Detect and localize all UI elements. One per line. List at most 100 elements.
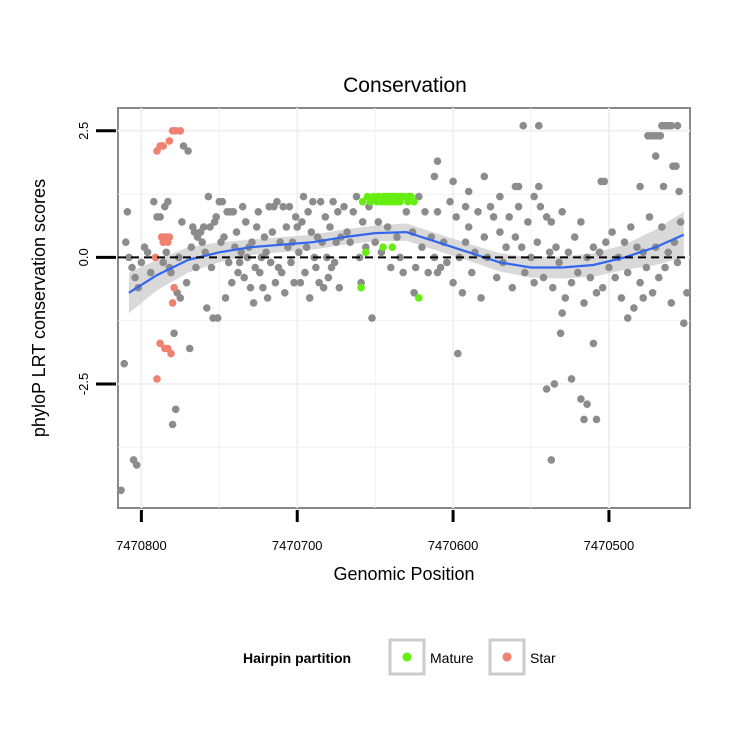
data-point-other bbox=[335, 283, 344, 292]
data-point-other bbox=[620, 238, 629, 246]
x-axis: 7470800 7470700 7470600 7470500 bbox=[116, 510, 634, 553]
data-point-other bbox=[175, 253, 183, 262]
data-point-other bbox=[185, 344, 194, 353]
data-point-other bbox=[651, 152, 660, 160]
data-point-other bbox=[281, 289, 289, 297]
x-tick-label: 7470700 bbox=[272, 538, 323, 553]
data-point-star bbox=[168, 127, 177, 135]
data-point-other bbox=[330, 258, 339, 267]
data-point-other bbox=[524, 218, 532, 226]
data-point-other bbox=[433, 157, 442, 165]
points-star-layer bbox=[151, 127, 185, 383]
data-point-other bbox=[558, 208, 566, 216]
data-point-other bbox=[290, 278, 298, 287]
data-point-other bbox=[556, 329, 565, 338]
data-point-other bbox=[240, 273, 248, 282]
data-point-other bbox=[254, 208, 263, 216]
data-point-other bbox=[296, 278, 305, 287]
data-point-other bbox=[146, 268, 155, 277]
data-point-other bbox=[589, 243, 598, 251]
data-point-other bbox=[639, 294, 647, 302]
plot-panel bbox=[117, 107, 691, 509]
data-point-other bbox=[262, 248, 270, 257]
data-point-other bbox=[645, 213, 654, 221]
data-point-other bbox=[123, 208, 132, 216]
data-point-other bbox=[259, 283, 267, 292]
data-point-other bbox=[539, 273, 548, 282]
data-point-other bbox=[458, 289, 467, 297]
data-point-other bbox=[293, 223, 302, 231]
data-point-other bbox=[672, 162, 680, 170]
data-point-other bbox=[302, 243, 311, 251]
data-point-mature bbox=[357, 283, 365, 292]
data-point-other bbox=[461, 202, 470, 211]
data-point-other bbox=[486, 202, 495, 211]
data-point-other bbox=[508, 283, 517, 292]
data-point-other bbox=[117, 486, 125, 495]
data-point-other bbox=[415, 192, 423, 201]
data-point-other bbox=[550, 380, 559, 388]
data-point-other bbox=[586, 273, 595, 282]
legend: Hairpin partition Mature Star bbox=[243, 638, 556, 676]
data-point-other bbox=[673, 121, 682, 130]
data-point-other bbox=[298, 218, 306, 226]
data-point-other bbox=[474, 208, 482, 216]
data-point-other bbox=[608, 228, 616, 236]
data-point-other bbox=[159, 258, 167, 267]
data-point-other bbox=[374, 218, 383, 226]
data-point-other bbox=[156, 213, 164, 221]
legend-label-star: Star bbox=[530, 650, 556, 666]
data-point-other bbox=[207, 263, 216, 272]
data-point-other bbox=[583, 400, 591, 409]
data-point-other bbox=[305, 294, 314, 302]
data-point-other bbox=[496, 228, 504, 236]
data-point-other bbox=[368, 314, 376, 322]
data-point-other bbox=[273, 197, 281, 206]
data-point-other bbox=[633, 243, 641, 251]
data-point-other bbox=[530, 192, 538, 201]
data-point-other bbox=[545, 248, 554, 257]
data-point-other bbox=[334, 208, 342, 216]
data-point-other bbox=[567, 278, 576, 287]
data-point-star bbox=[153, 147, 161, 155]
data-point-other bbox=[304, 208, 312, 216]
data-point-other bbox=[623, 314, 632, 322]
data-point-other bbox=[611, 273, 619, 282]
data-point-other bbox=[511, 233, 520, 241]
data-point-other bbox=[313, 233, 322, 241]
data-point-other bbox=[285, 202, 294, 211]
data-point-other bbox=[580, 415, 588, 424]
data-point-other bbox=[468, 268, 476, 277]
data-point-mature bbox=[362, 248, 370, 257]
y-axis-label: phyloP LRT conservation scores bbox=[29, 179, 49, 437]
data-point-star bbox=[176, 127, 185, 135]
data-point-other bbox=[589, 339, 598, 348]
data-point-other bbox=[316, 197, 325, 206]
data-point-other bbox=[536, 202, 545, 211]
data-point-other bbox=[198, 238, 206, 246]
data-point-other bbox=[433, 208, 442, 216]
data-point-other bbox=[221, 294, 230, 302]
data-point-other bbox=[326, 223, 334, 231]
data-point-other bbox=[187, 243, 196, 251]
data-point-other bbox=[492, 273, 501, 282]
data-point-mature bbox=[415, 294, 423, 302]
data-point-other bbox=[371, 238, 380, 246]
data-point-other bbox=[574, 268, 582, 277]
y-tick-label: -2.5 bbox=[76, 373, 91, 395]
data-point-other bbox=[346, 238, 355, 246]
data-point-other bbox=[255, 268, 264, 277]
data-point-other bbox=[564, 248, 573, 257]
smooth-line bbox=[128, 230, 685, 294]
data-point-other bbox=[636, 182, 644, 191]
legend-dot-mature bbox=[402, 652, 412, 662]
data-point-other bbox=[558, 309, 566, 317]
data-point-star bbox=[153, 375, 161, 383]
data-point-other bbox=[212, 213, 220, 221]
data-point-other bbox=[443, 258, 451, 267]
data-point-star bbox=[157, 233, 166, 241]
data-point-other bbox=[514, 202, 523, 211]
data-point-other bbox=[449, 278, 457, 287]
data-point-other bbox=[120, 359, 128, 368]
